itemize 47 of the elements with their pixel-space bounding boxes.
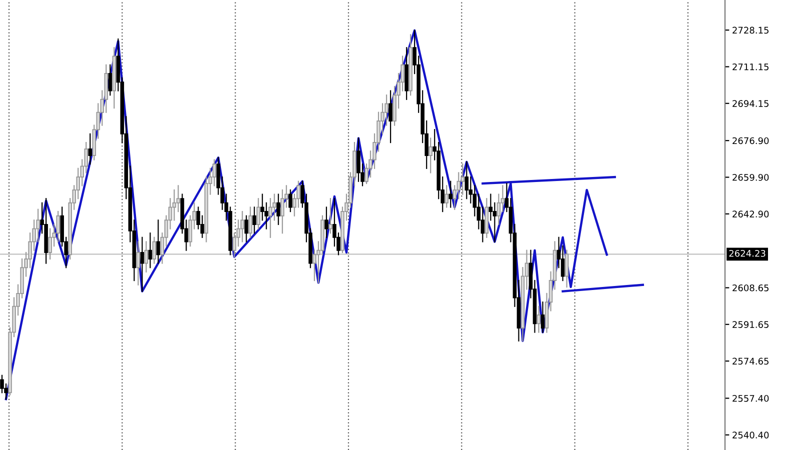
candlestick xyxy=(240,210,244,242)
candlestick xyxy=(280,189,284,234)
candlestick xyxy=(152,236,156,264)
candlestick xyxy=(328,198,332,234)
y-tick-label: 2574.65 xyxy=(732,358,768,365)
candlestick xyxy=(156,220,160,264)
candlestick xyxy=(140,236,144,292)
candlestick xyxy=(260,194,264,221)
candlestick xyxy=(256,198,260,230)
candlestick xyxy=(136,241,140,286)
y-tick-label: 2694.15 xyxy=(732,100,768,107)
candlestick xyxy=(324,206,328,238)
candlestick xyxy=(500,185,505,212)
y-tick-label: 2540.40 xyxy=(732,432,769,438)
candlestick xyxy=(444,185,449,208)
candlestick xyxy=(460,164,465,195)
candlestick xyxy=(492,202,497,242)
y-tick-label: 2557.40 xyxy=(732,394,769,402)
y-tick-label: 2728.15 xyxy=(732,26,768,34)
candlestick xyxy=(232,232,236,258)
y-tick-label: 2659.90 xyxy=(732,174,769,181)
y-tick-label: 2711.15 xyxy=(732,63,768,70)
y-tick-label: 2642.90 xyxy=(732,210,769,218)
candlestick xyxy=(356,138,360,182)
candlestick xyxy=(540,302,545,333)
candlestick xyxy=(244,215,248,242)
candlestick xyxy=(564,250,569,288)
candlestick xyxy=(148,232,152,268)
candlestick xyxy=(448,180,453,208)
candlestick xyxy=(108,64,112,96)
candlestick xyxy=(276,194,280,226)
ref-line-label: 2624.23 xyxy=(729,250,766,257)
candlestick xyxy=(480,206,485,242)
candlestick xyxy=(464,161,469,200)
candlestick xyxy=(248,206,252,238)
candlestick xyxy=(536,306,541,333)
candlestick xyxy=(252,206,256,234)
candlestick xyxy=(88,133,92,165)
y-tick-label: 2676.90 xyxy=(732,137,769,144)
candlestick xyxy=(428,138,432,174)
y-tick-label: 2608.65 xyxy=(732,284,768,292)
candlestick xyxy=(288,189,292,212)
candlestick xyxy=(48,228,52,260)
candlestick xyxy=(388,90,392,144)
y-tick-label: 2591.65 xyxy=(732,321,768,328)
candlestick xyxy=(56,210,60,242)
candlestick xyxy=(144,241,148,272)
